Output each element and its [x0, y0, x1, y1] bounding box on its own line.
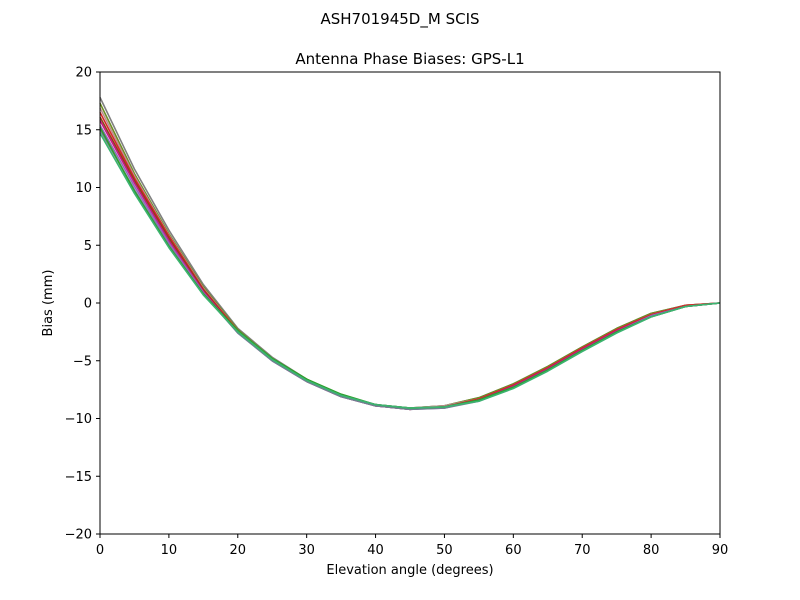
series-line-2: [99, 102, 721, 409]
y-tick-label: −10: [65, 412, 92, 427]
x-tick-label: 70: [574, 543, 591, 558]
x-axis-label: Elevation angle (degrees): [326, 563, 493, 578]
y-tick-label: 10: [75, 181, 92, 196]
y-tick-label: −20: [65, 528, 92, 543]
x-tick-label: 10: [161, 543, 178, 558]
x-tick-label: 80: [643, 543, 660, 558]
y-tick-label: −15: [65, 470, 92, 485]
figure-suptitle: ASH701945D_M SCIS: [320, 10, 479, 29]
chart-title: Antenna Phase Biases: GPS-L1: [295, 50, 524, 68]
y-axis-ticks: −20 −15 −10 −5 0 5 10 15 20: [65, 66, 100, 543]
series-line-3: [99, 107, 721, 409]
series-line-6: [99, 120, 721, 411]
y-tick-label: 5: [84, 239, 92, 254]
plot-lines: [99, 97, 721, 411]
y-tick-label: −5: [73, 354, 92, 369]
x-tick-label: 30: [298, 543, 315, 558]
x-tick-label: 50: [436, 543, 453, 558]
x-axis-ticks: 0 10 20 30 40 50 60 70 80 90: [96, 534, 728, 558]
y-tick-label: 15: [75, 123, 92, 138]
x-tick-label: 90: [712, 543, 729, 558]
x-tick-label: 40: [367, 543, 384, 558]
series-line-5: [99, 116, 721, 411]
y-tick-label: 0: [84, 297, 92, 312]
y-axis-label: Bias (mm): [41, 270, 56, 337]
axes-frame: [99, 71, 721, 535]
series-line-4: [99, 112, 721, 411]
x-tick-label: 20: [230, 543, 247, 558]
series-line-1: [99, 97, 721, 409]
x-tick-label: 60: [505, 543, 522, 558]
x-tick-label: 0: [96, 543, 104, 558]
series-line-10: [99, 132, 721, 409]
y-tick-label: 20: [75, 66, 92, 81]
